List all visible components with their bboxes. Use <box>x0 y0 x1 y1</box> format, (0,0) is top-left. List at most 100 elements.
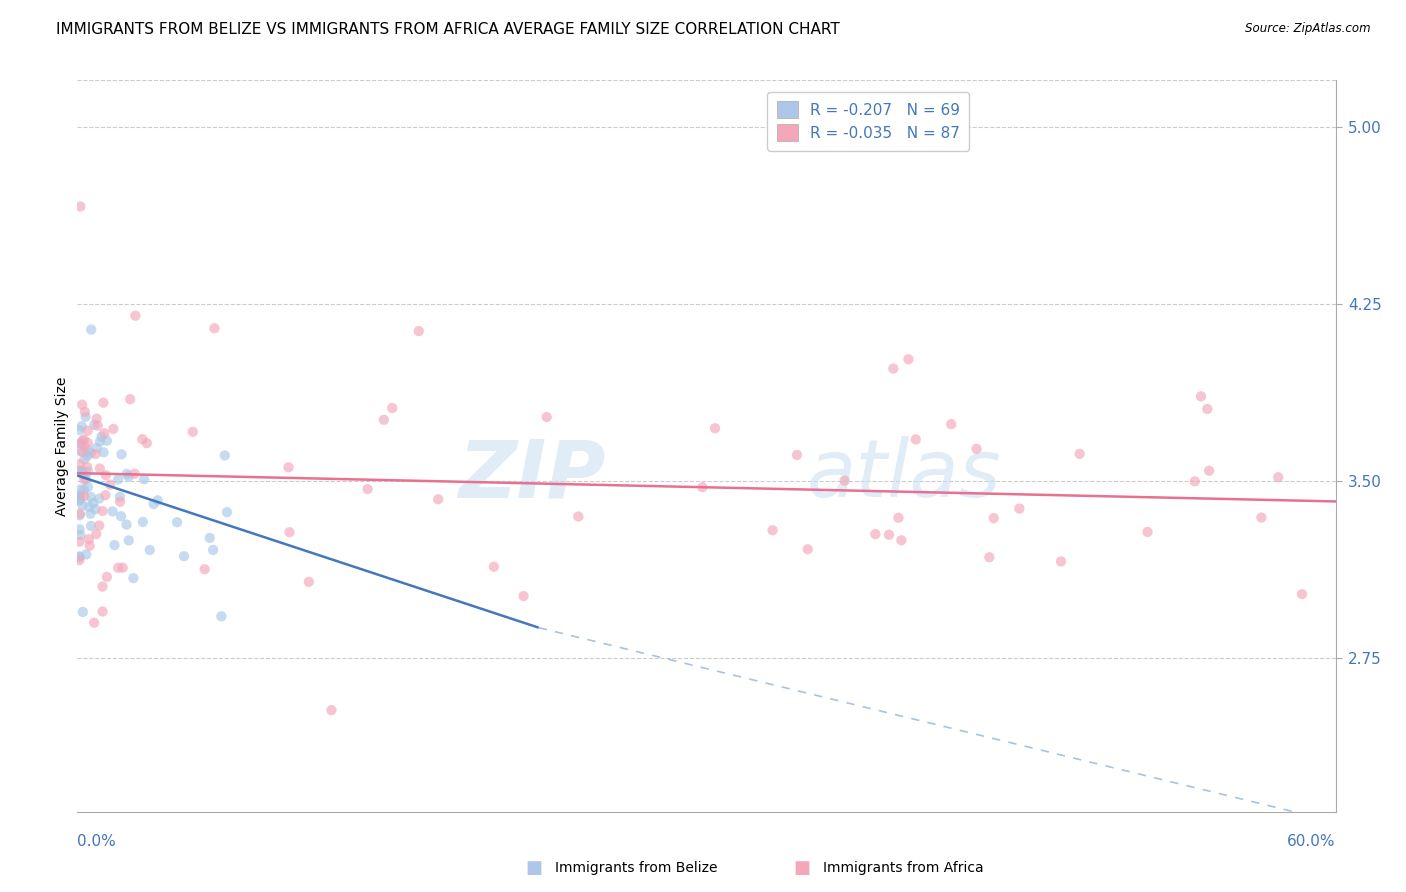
Point <box>887 510 910 524</box>
Point <box>77 443 100 458</box>
Point <box>482 559 505 574</box>
Point <box>84 447 107 461</box>
Point <box>69 492 91 507</box>
Point <box>108 495 131 509</box>
Point <box>94 468 117 483</box>
Point <box>134 472 156 486</box>
Point <box>1050 554 1073 568</box>
Point <box>796 542 818 557</box>
Point <box>204 321 226 335</box>
Point <box>76 435 98 450</box>
Point <box>86 527 108 541</box>
Point <box>834 474 856 488</box>
Point <box>704 421 727 435</box>
Point <box>890 533 912 548</box>
Point <box>94 488 117 502</box>
Point <box>373 413 395 427</box>
Text: 0.0%: 0.0% <box>77 834 117 849</box>
Point <box>118 533 141 548</box>
Point <box>107 561 129 575</box>
Point <box>67 464 90 478</box>
Point <box>70 398 93 412</box>
Point <box>86 441 108 455</box>
Point <box>512 589 534 603</box>
Point <box>146 493 169 508</box>
Point <box>277 460 299 475</box>
Point <box>1184 475 1206 489</box>
Point <box>107 472 129 486</box>
Point <box>69 522 91 536</box>
Point <box>865 527 887 541</box>
Point <box>70 419 93 434</box>
Point <box>69 443 91 458</box>
Point <box>93 426 115 441</box>
Point <box>90 429 112 443</box>
Point <box>69 483 91 497</box>
Point <box>77 480 100 494</box>
Point <box>1069 447 1091 461</box>
Point <box>427 492 450 507</box>
Point <box>72 445 94 459</box>
Text: ■: ■ <box>526 859 543 877</box>
Point <box>69 507 91 521</box>
Point <box>75 472 97 486</box>
Point <box>89 491 111 506</box>
Point <box>93 445 115 459</box>
Point <box>96 570 118 584</box>
Point <box>69 436 91 450</box>
Point <box>122 571 145 585</box>
Point <box>93 395 115 409</box>
Point <box>80 446 103 460</box>
Point <box>67 553 90 567</box>
Point <box>69 465 91 479</box>
Point <box>70 435 93 450</box>
Text: Immigrants from Africa: Immigrants from Africa <box>823 861 983 875</box>
Point <box>110 447 132 461</box>
Point <box>96 434 118 448</box>
Point <box>135 436 157 450</box>
Point <box>966 442 988 456</box>
Point <box>1197 401 1219 416</box>
Point <box>72 464 94 478</box>
Point <box>72 605 94 619</box>
Text: Source: ZipAtlas.com: Source: ZipAtlas.com <box>1246 22 1371 36</box>
Point <box>73 433 96 447</box>
Point <box>877 527 900 541</box>
Point <box>198 531 221 545</box>
Point <box>73 439 96 453</box>
Point <box>98 477 121 491</box>
Point <box>761 523 783 537</box>
Point <box>80 322 103 336</box>
Point <box>89 518 111 533</box>
Point <box>979 550 1001 565</box>
Point <box>278 525 301 540</box>
Point <box>77 533 100 547</box>
Point <box>692 480 714 494</box>
Point <box>67 549 90 564</box>
Point <box>89 461 111 475</box>
Text: ■: ■ <box>793 859 810 877</box>
Point <box>142 497 165 511</box>
Text: atlas: atlas <box>807 436 1002 515</box>
Point <box>108 490 131 504</box>
Point <box>73 452 96 467</box>
Point <box>103 422 125 436</box>
Point <box>786 448 808 462</box>
Point <box>321 703 343 717</box>
Text: ZIP: ZIP <box>458 436 606 515</box>
Point <box>76 424 98 438</box>
Point <box>75 409 97 424</box>
Point <box>1008 501 1031 516</box>
Point <box>209 609 232 624</box>
Point <box>69 528 91 542</box>
Point <box>82 496 104 510</box>
Point <box>357 482 380 496</box>
Point <box>103 538 125 552</box>
Point <box>69 200 91 214</box>
Point <box>86 411 108 425</box>
Point <box>89 434 111 449</box>
Point <box>1198 464 1220 478</box>
Point <box>83 417 105 432</box>
Point <box>76 460 98 475</box>
Point <box>72 499 94 513</box>
